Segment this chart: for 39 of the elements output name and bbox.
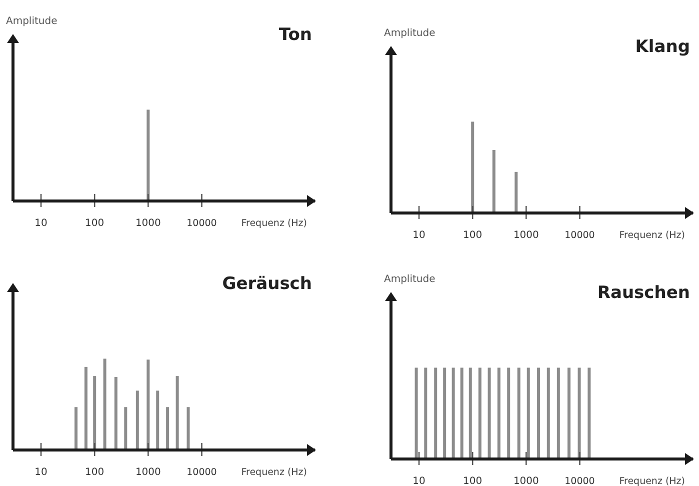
chart-title: Ton xyxy=(278,25,312,45)
bar xyxy=(103,358,106,450)
x-tick-label: 10000 xyxy=(186,467,217,478)
x-tick-label: 1000 xyxy=(135,467,161,478)
x-tick-label: 10 xyxy=(34,467,48,478)
x-axis-title: Frequenz (Hz) xyxy=(241,467,307,478)
x-tick-label: 100 xyxy=(463,476,482,486)
bar xyxy=(186,407,190,450)
x-tick-label: 10 xyxy=(34,218,48,229)
bar xyxy=(156,390,160,450)
bar xyxy=(166,407,170,450)
y-axis-title: Amplitude xyxy=(384,274,436,285)
bar xyxy=(124,407,128,450)
chart-title: Klang xyxy=(635,37,690,57)
x-tick-label: 1000 xyxy=(513,230,539,241)
x-tick-label: 100 xyxy=(85,218,104,229)
x-tick-label: 10 xyxy=(412,230,426,241)
x-axis-title: Frequenz (Hz) xyxy=(619,230,685,241)
x-tick-label: 10 xyxy=(412,476,426,486)
bar xyxy=(93,376,96,450)
y-axis-title: Amplitude xyxy=(6,16,58,27)
bar xyxy=(176,376,179,450)
y-axis-title: Amplitude xyxy=(384,28,436,39)
x-tick-label: 100 xyxy=(85,467,104,478)
bar xyxy=(146,360,150,450)
x-tick-label: 10000 xyxy=(564,476,595,486)
x-axis-title: Frequenz (Hz) xyxy=(241,218,307,229)
bar xyxy=(136,390,139,450)
x-tick-label: 10000 xyxy=(186,218,217,229)
chart-title: Rauschen xyxy=(597,283,690,303)
x-tick-label: 100 xyxy=(463,230,482,241)
x-axis-title: Frequenz (Hz) xyxy=(619,476,685,486)
x-tick-label: 1000 xyxy=(135,218,161,229)
bar xyxy=(74,407,78,450)
x-tick-label: 10000 xyxy=(564,230,595,241)
x-tick-label: 1000 xyxy=(513,476,539,486)
bar xyxy=(114,376,118,450)
chart-title: Geräusch xyxy=(222,274,312,294)
bar xyxy=(84,366,88,450)
